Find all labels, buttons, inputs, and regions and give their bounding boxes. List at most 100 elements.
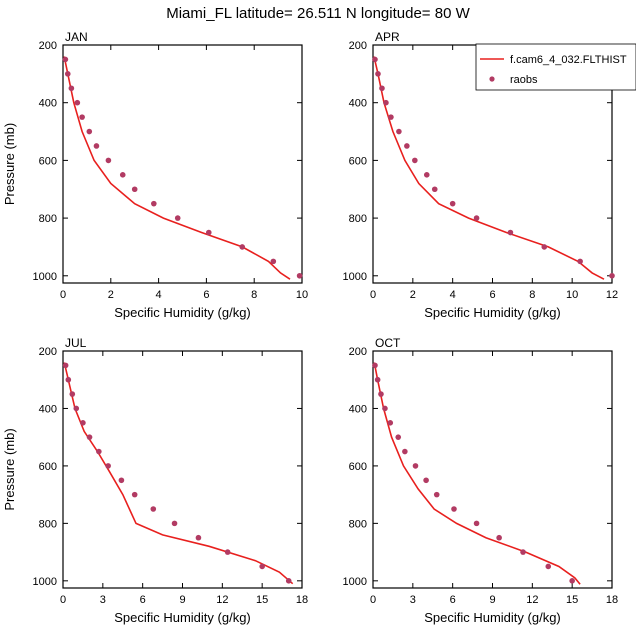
series-line-model [373,362,581,585]
obs-point [195,534,202,541]
obs-point [545,563,552,570]
y-tick-label: 800 [39,518,57,530]
y-tick-label: 800 [349,518,367,530]
obs-point [205,229,212,236]
obs-point [86,128,93,135]
obs-point [131,186,138,193]
obs-point [131,491,138,498]
obs-point [64,71,71,77]
y-tick-label: 200 [39,346,57,358]
obs-point [150,506,157,512]
obs-point [433,491,440,498]
obs-point [383,99,389,106]
x-tick-label: 8 [529,289,535,301]
x-tick-label: 0 [370,289,376,301]
obs-point [382,405,388,412]
obs-point [74,99,81,106]
y-axis-label: Pressure (mb) [2,123,17,205]
obs-point [96,448,102,455]
x-tick-label: 4 [450,289,456,301]
obs-point [378,391,384,397]
x-axis-label: Specific Humidity (g/kg) [424,305,561,320]
obs-point [372,362,378,369]
x-tick-label: 6 [140,594,146,606]
plot-frame [62,350,303,589]
panel-label: APR [375,30,400,44]
obs-point [105,463,111,469]
legend-obs-label: raobs [510,74,538,86]
y-tick-label: 600 [349,461,367,473]
x-tick-label: 0 [370,594,376,606]
y-tick-label: 400 [39,98,57,110]
obs-point [569,578,575,584]
x-tick-label: 0 [60,594,66,606]
obs-point [423,477,429,484]
y-tick-label: 400 [349,403,367,415]
obs-point [69,391,76,397]
obs-point [449,200,456,207]
obs-point [62,56,69,63]
panel-oct: OCT 0 3 6 9 12 15 18 200 400 600 800 1000 Specific Hu… [343,336,619,625]
x-tick-label: 4 [156,289,162,301]
y-tick-label: 600 [39,155,57,167]
y-tick-label: 400 [39,403,57,415]
obs-point [541,244,548,250]
obs-point [507,229,514,236]
obs-point [404,143,410,149]
plot-frame [372,350,613,589]
obs-point [151,200,157,207]
obs-point [379,85,385,92]
obs-point [224,549,231,555]
obs-point [239,244,246,250]
y-tick-label: 1000 [343,271,367,283]
series-line-model [63,56,291,280]
x-tick-label: 8 [251,289,257,301]
obs-point [431,186,438,193]
y-tick-label: 600 [349,155,367,167]
y-tick-label: 800 [349,213,367,225]
x-tick-label: 15 [256,594,268,606]
obs-point [388,114,394,120]
x-tick-label: 0 [60,289,66,301]
obs-point [473,520,480,527]
obs-point [296,272,303,279]
x-tick-label: 6 [203,289,209,301]
obs-point [396,128,402,135]
obs-point [520,549,526,555]
legend-obs-swatch [489,76,495,82]
x-tick-label: 9 [489,594,495,606]
panel-label: OCT [375,336,401,350]
y-tick-label: 600 [39,461,57,473]
obs-point [372,56,378,63]
panel-label: JUL [65,336,87,350]
panel-jul: JUL 0 3 6 9 12 15 18 200 400 600 800 1000 Specific Hu… [2,336,308,625]
obs-point [412,463,419,469]
x-axis-label: Specific Humidity (g/kg) [114,610,251,625]
obs-point [93,143,100,149]
obs-point [375,71,381,77]
x-tick-label: 3 [410,594,416,606]
y-tick-label: 1000 [33,576,57,588]
y-tick-label: 1000 [33,271,57,283]
obs-point [119,172,126,178]
obs-point [285,578,292,584]
obs-point [451,506,457,512]
y-tick-label: 400 [349,98,367,110]
obs-point [259,563,265,570]
obs-point [171,520,178,527]
obs-point [423,172,430,178]
panel-label: JAN [65,30,88,44]
y-axis-label: Pressure (mb) [2,428,17,510]
x-tick-label: 2 [410,289,416,301]
x-tick-label: 9 [179,594,185,606]
x-axis-label: Specific Humidity (g/kg) [424,610,561,625]
obs-point [73,405,80,412]
obs-point [609,272,615,279]
x-axis-label: Specific Humidity (g/kg) [114,305,251,320]
obs-point [374,376,381,383]
x-tick-label: 12 [216,594,228,606]
obs-point [62,362,69,369]
legend: f.cam6_4_032.FLTHIST raobs [475,43,636,91]
x-tick-label: 2 [108,289,114,301]
